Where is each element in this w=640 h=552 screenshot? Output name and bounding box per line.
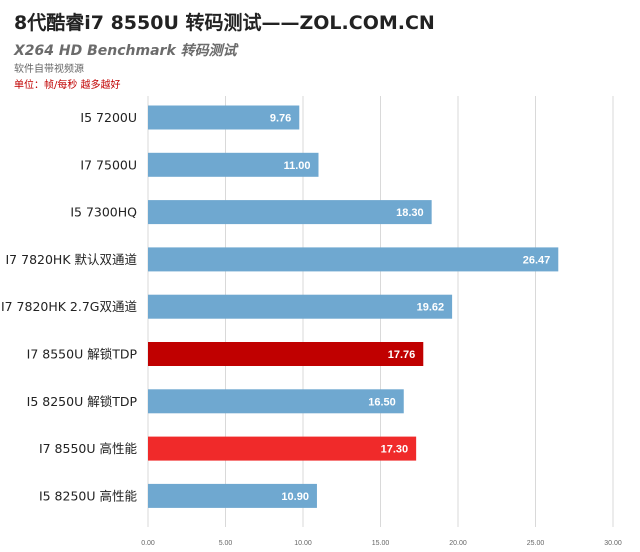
data-label: 26.47 bbox=[523, 254, 551, 266]
category-label: I5 8250U 高性能 bbox=[39, 488, 138, 503]
chart-subtitle: X264 HD Benchmark 转码测试 bbox=[14, 43, 237, 59]
bar bbox=[148, 483, 317, 508]
category-label: I5 7300HQ bbox=[70, 205, 137, 220]
category-label: I7 7820HK 默认双通道 bbox=[6, 252, 138, 267]
x-tick-label: 10.00 bbox=[294, 540, 312, 547]
category-label: I7 7820HK 2.7G双通道 bbox=[1, 299, 138, 314]
chart-title: 8代酷睿i7 8550U 转码测试——ZOL.COM.CN bbox=[14, 12, 435, 34]
x-tick-label: 0.00 bbox=[141, 540, 155, 547]
data-label: 18.30 bbox=[396, 207, 424, 219]
data-label: 17.76 bbox=[388, 349, 416, 361]
bar bbox=[148, 342, 424, 366]
category-label: I5 7200U bbox=[80, 110, 137, 125]
bar bbox=[148, 247, 559, 272]
chart-note-source: 软件自带视频源 bbox=[14, 64, 84, 75]
data-label: 16.50 bbox=[368, 396, 396, 408]
bar bbox=[148, 294, 453, 319]
data-label: 10.90 bbox=[281, 491, 309, 503]
x-tick-label: 25.00 bbox=[527, 540, 545, 547]
category-label: I7 8550U 高性能 bbox=[39, 441, 138, 456]
bar bbox=[148, 389, 404, 414]
data-label: 11.00 bbox=[284, 160, 311, 172]
data-label: 9.76 bbox=[270, 113, 291, 125]
bar bbox=[148, 436, 417, 461]
bar bbox=[148, 200, 432, 225]
x-tick-label: 5.00 bbox=[219, 540, 233, 547]
bar bbox=[148, 152, 319, 177]
bar bbox=[148, 105, 300, 130]
category-label: I7 7500U bbox=[80, 157, 137, 172]
category-label: I7 8550U 解锁TDP bbox=[27, 347, 138, 362]
data-label: 17.30 bbox=[381, 444, 409, 456]
chart-note-unit: 单位：帧/每秒 越多越好 bbox=[14, 80, 121, 91]
x-tick-label: 20.00 bbox=[449, 540, 467, 547]
x-tick-label: 30.00 bbox=[604, 540, 622, 547]
data-label: 19.62 bbox=[417, 302, 445, 314]
category-label: I5 8250U 解锁TDP bbox=[27, 394, 138, 409]
x-tick-label: 15.00 bbox=[372, 540, 390, 547]
